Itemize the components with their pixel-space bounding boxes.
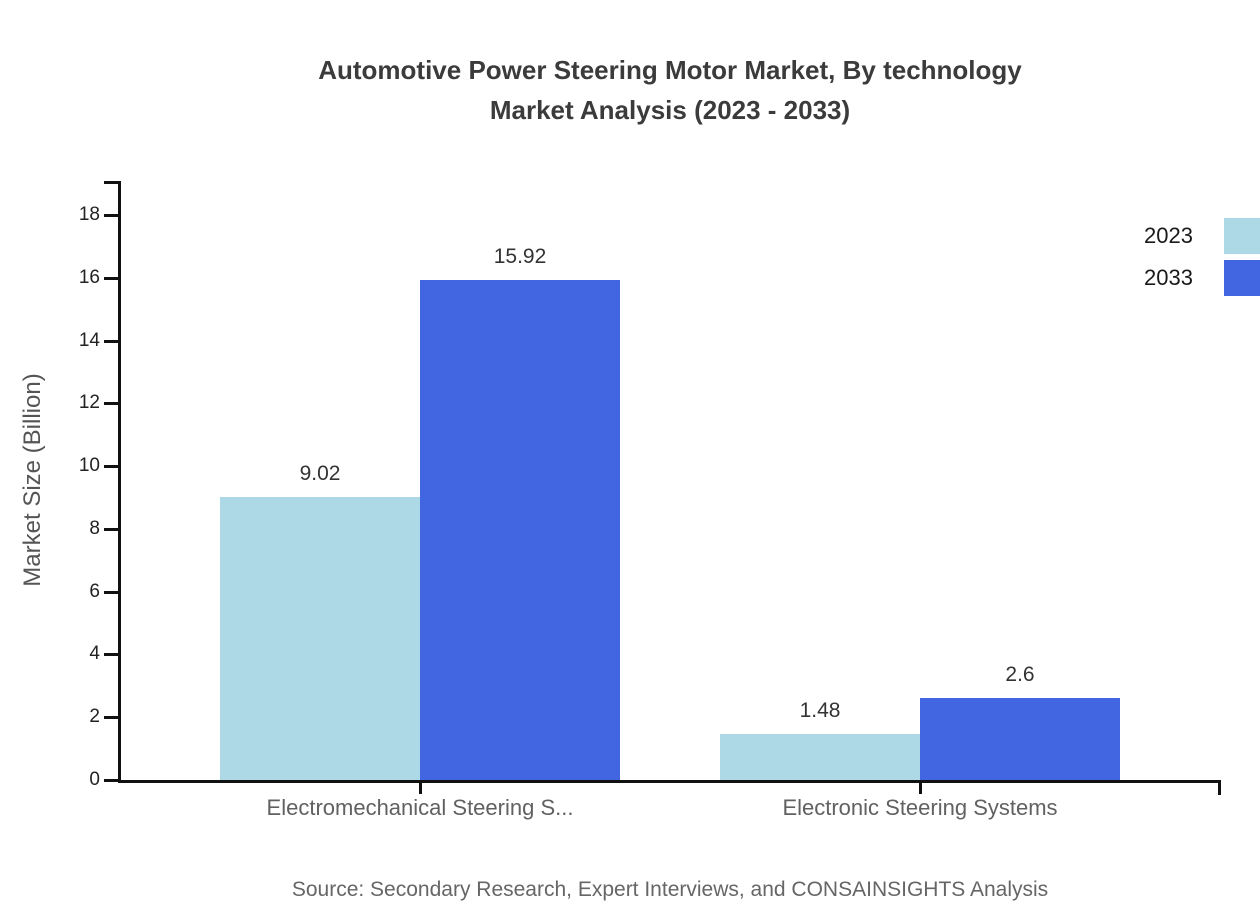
chart-title-line-2: Market Analysis (2023 - 2033) bbox=[489, 95, 851, 125]
y-tick-label-2: 2 bbox=[89, 706, 100, 728]
x-axis-end-tick bbox=[1218, 780, 1221, 795]
y-tick-4 bbox=[104, 653, 118, 657]
legend: 2023 2033 bbox=[1144, 218, 1260, 302]
y-axis-end-tick bbox=[104, 181, 118, 184]
legend-swatch-2023 bbox=[1224, 218, 1260, 254]
y-tick-18 bbox=[104, 214, 118, 217]
y-tick-16 bbox=[104, 276, 118, 280]
bar-value-2033-category-2: 2.6 bbox=[1005, 663, 1035, 687]
y-tick-label-6: 6 bbox=[89, 580, 100, 602]
y-tick-8 bbox=[104, 527, 118, 531]
y-tick-14 bbox=[104, 339, 118, 343]
legend-label-2023: 2023 bbox=[1144, 223, 1193, 248]
legend-swatch-2033 bbox=[1224, 260, 1260, 296]
category-label-2: Electronic Steering Systems bbox=[782, 795, 1058, 820]
bar-value-2023-category-1: 9.02 bbox=[299, 461, 341, 485]
bar-value-2023-category-2: 1.48 bbox=[799, 698, 841, 722]
y-tick-12 bbox=[104, 402, 118, 406]
y-tick-label-4: 4 bbox=[89, 643, 100, 665]
legend-item-2033: 2033 bbox=[1144, 260, 1260, 296]
y-tick-6 bbox=[104, 590, 118, 594]
bar-2023-category-1 bbox=[220, 496, 420, 780]
legend-item-2023: 2023 bbox=[1144, 218, 1260, 254]
y-tick-2 bbox=[104, 716, 118, 720]
x-axis-line bbox=[118, 780, 1221, 783]
legend-label-2033: 2033 bbox=[1144, 265, 1193, 290]
y-tick-10 bbox=[104, 465, 118, 469]
y-tick-label-8: 8 bbox=[89, 517, 100, 539]
bar-2033-category-2 bbox=[920, 698, 1120, 780]
chart-title: Automotive Power Steering Motor Market, … bbox=[80, 50, 1260, 130]
y-tick-label-10: 10 bbox=[78, 455, 100, 477]
y-tick-label-18: 18 bbox=[78, 204, 100, 225]
bar-value-2033-category-1: 15.92 bbox=[493, 245, 547, 269]
y-tick-label-12: 12 bbox=[78, 392, 100, 414]
y-tick-label-14: 14 bbox=[78, 329, 100, 351]
bar-2033-category-1 bbox=[420, 280, 620, 780]
y-tick-label-16: 16 bbox=[78, 266, 100, 288]
x-tick-category-1 bbox=[419, 780, 422, 794]
category-label-1: Electromechanical Steering S... bbox=[266, 795, 574, 820]
y-tick-label-0: 0 bbox=[89, 769, 100, 790]
y-axis-line bbox=[118, 181, 121, 783]
source-caption: Source: Secondary Research, Expert Inter… bbox=[291, 878, 1049, 901]
x-tick-category-2 bbox=[919, 780, 922, 794]
y-tick-0 bbox=[104, 779, 118, 782]
chart-title-line-1: Automotive Power Steering Motor Market, … bbox=[318, 55, 1022, 85]
bar-2023-category-2 bbox=[720, 733, 920, 780]
